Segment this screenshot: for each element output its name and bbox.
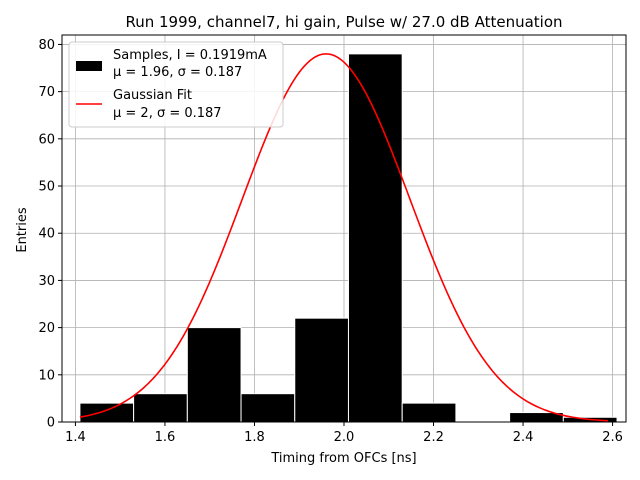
histogram-bar-6 [401, 402, 457, 423]
y-tick-label-4: 40 [38, 227, 55, 242]
x-tick-label-3: 2.0 [334, 430, 355, 445]
legend-samples-line1: Samples, I = 0.1919mA [113, 48, 267, 63]
histogram-bar-3 [240, 393, 296, 423]
x-tick-label-6: 2.6 [602, 430, 623, 445]
legend-frame [68, 41, 284, 128]
histogram-bar-1 [133, 393, 188, 423]
legend-histogram-swatch [76, 61, 102, 71]
x-tick-label-4: 2.2 [423, 430, 444, 445]
histogram-bar-2 [186, 327, 242, 423]
plot-area: 1.4 1.6 1.8 2.0 2.2 2.4 2.6 0 10 20 30 40 50 60 70 80 [38, 34, 627, 445]
y-tick-label-1: 10 [38, 368, 55, 383]
legend-samples-line2: μ = 1.96, σ = 0.187 [113, 65, 242, 80]
x-tick-label-2: 1.8 [244, 430, 265, 445]
y-tick-label-2: 20 [38, 321, 55, 336]
chart-title: Run 1999, channel7, hi gain, Pulse w/ 27… [125, 13, 562, 31]
legend: Samples, I = 0.1919mA μ = 1.96, σ = 0.18… [68, 41, 284, 128]
x-tick-label-1: 1.6 [155, 430, 176, 445]
y-tick-label-8: 80 [38, 38, 55, 53]
y-tick-label-0: 0 [47, 416, 55, 431]
gaussian-fit-line [79, 53, 609, 422]
histogram-bar-4 [294, 317, 349, 423]
y-tick-label-5: 50 [38, 180, 55, 195]
y-axis-label: Entries [15, 207, 30, 253]
legend-fit-line2: μ = 2, σ = 0.187 [113, 106, 222, 121]
histogram-bar-0 [79, 402, 135, 423]
y-tick-label-7: 70 [38, 85, 55, 100]
y-tick-label-3: 30 [38, 274, 55, 289]
histogram-bar-5 [347, 53, 403, 423]
legend-fit-line1: Gaussian Fit [113, 88, 192, 103]
x-tick-label-0: 1.4 [65, 430, 86, 445]
y-tick-label-6: 60 [38, 132, 55, 147]
x-axis-label: Timing from OFCs [ns] [270, 451, 416, 466]
x-tick-label-5: 2.4 [513, 430, 534, 445]
